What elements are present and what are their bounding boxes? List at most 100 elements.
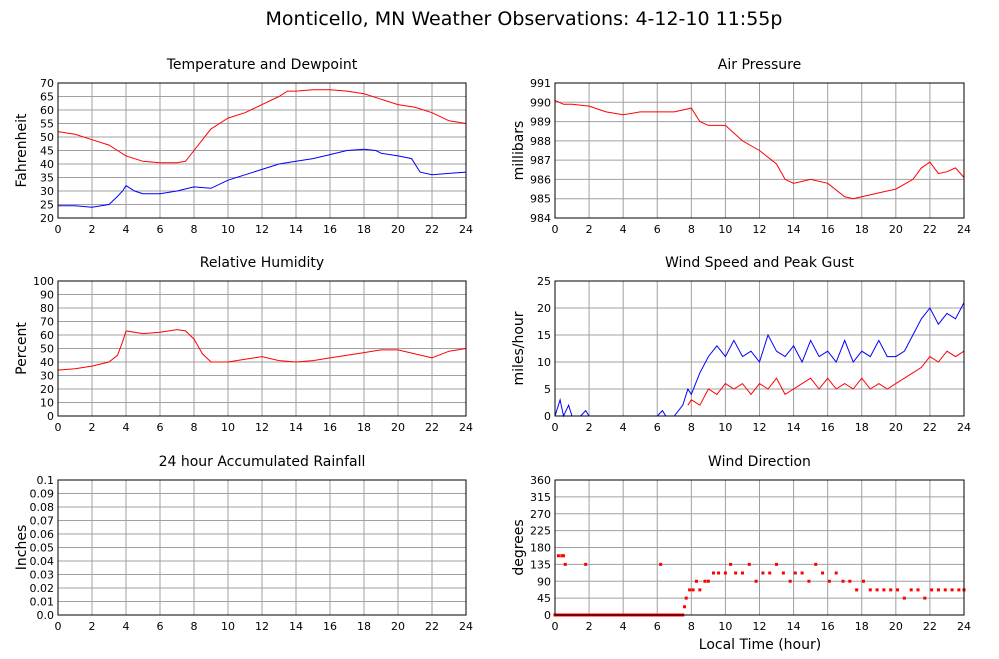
data-point (821, 571, 825, 575)
x-tick-label: 22 (425, 421, 439, 434)
x-tick-label: 20 (391, 620, 405, 633)
x-tick-label: 8 (191, 421, 198, 434)
x-tick-label: 20 (391, 421, 405, 434)
x-tick-label: 10 (718, 421, 732, 434)
y-tick-label: 90 (537, 575, 551, 588)
panel-title: Relative Humidity (200, 255, 324, 271)
panel-title: Air Pressure (718, 57, 801, 73)
data-point (768, 571, 772, 575)
panel-title: Wind Speed and Peak Gust (665, 255, 854, 271)
data-point (560, 554, 564, 558)
data-point (814, 562, 818, 566)
y-tick-label: 65 (40, 91, 54, 104)
plot-border (554, 82, 965, 219)
x-tick-label: 20 (889, 223, 903, 236)
data-point (761, 571, 765, 575)
y-tick-label: 50 (40, 131, 54, 144)
x-tick-label: 14 (289, 620, 303, 633)
data-point (861, 579, 865, 583)
x-tick-label: 22 (425, 620, 439, 633)
x-tick-label: 18 (855, 620, 869, 633)
y-tick-label: 90 (40, 289, 54, 302)
x-tick-label: 6 (157, 223, 164, 236)
y-tick-label: 60 (40, 329, 54, 342)
x-tick-label: 0 (55, 620, 62, 633)
y-tick-label: 0.03 (30, 569, 55, 582)
page-title: Monticello, MN Weather Observations: 4-1… (266, 8, 783, 30)
chart-panel-2: 0 2 4 6 8 10 12 14 16 18 20 22 240102030405060708090… (14, 255, 473, 434)
data-point (848, 579, 852, 583)
data-point (943, 588, 947, 592)
y-tick-label: 45 (40, 145, 54, 158)
plot-border (57, 82, 467, 219)
x-tick-label: 8 (688, 421, 695, 434)
data-point (717, 571, 721, 575)
y-tick-label: 0.07 (30, 515, 55, 528)
y-tick-label: 0.0 (37, 609, 55, 622)
x-tick-label: 18 (855, 223, 869, 236)
data-point (691, 588, 695, 592)
data-point (740, 571, 744, 575)
data-point (684, 596, 688, 600)
x-tick-label: 12 (753, 223, 767, 236)
data-point (807, 579, 811, 583)
series-line-1 (58, 148, 467, 208)
y-tick-label: 270 (530, 508, 551, 521)
y-tick-label: 0.02 (30, 582, 55, 595)
y-tick-label: 10 (40, 397, 54, 410)
y-tick-label: 30 (40, 370, 54, 383)
data-point (584, 562, 588, 566)
x-tick-label: 22 (425, 223, 439, 236)
data-point (775, 562, 779, 566)
data-point (659, 562, 663, 566)
series-line-0 (554, 99, 965, 200)
y-tick-label: 60 (40, 104, 54, 117)
x-axis-title: Local Time (hour) (699, 637, 821, 653)
x-tick-label: 18 (855, 421, 869, 434)
x-tick-label: 16 (821, 620, 835, 633)
chart-panel-4: 0 2 4 6 8 10 12 14 16 18 20 22 240.00.010.020.030.04… (14, 454, 473, 633)
x-tick-label: 16 (323, 421, 337, 434)
x-tick-label: 20 (889, 421, 903, 434)
data-point (882, 588, 886, 592)
data-point (729, 562, 733, 566)
data-point (950, 588, 954, 592)
x-tick-label: 8 (688, 223, 695, 236)
y-tick-label: 0.05 (30, 542, 55, 555)
x-tick-label: 18 (357, 421, 371, 434)
y-tick-label: 987 (530, 154, 551, 167)
y-axis-label: millibars (511, 121, 527, 181)
panel-title: Wind Direction (708, 454, 811, 470)
data-point (793, 571, 797, 575)
y-tick-label: 55 (40, 118, 54, 131)
x-tick-label: 4 (123, 223, 130, 236)
y-tick-label: 985 (530, 193, 551, 206)
data-point (747, 562, 751, 566)
x-tick-label: 0 (55, 421, 62, 434)
x-tick-label: 22 (923, 421, 937, 434)
y-tick-label: 990 (530, 96, 551, 109)
y-tick-label: 0.09 (30, 488, 55, 501)
x-tick-label: 16 (323, 223, 337, 236)
chart-panel-1: 0 2 4 6 8 10 12 14 16 18 20 22 249849859869879889899… (511, 57, 971, 236)
x-tick-label: 22 (923, 620, 937, 633)
x-tick-label: 8 (688, 620, 695, 633)
x-tick-label: 4 (620, 421, 627, 434)
data-point (916, 588, 920, 592)
y-tick-label: 20 (537, 302, 551, 315)
x-tick-label: 16 (821, 223, 835, 236)
data-point (896, 588, 900, 592)
y-tick-label: 40 (40, 158, 54, 171)
data-point (754, 579, 758, 583)
x-tick-label: 6 (157, 620, 164, 633)
x-tick-label: 20 (889, 620, 903, 633)
data-point (930, 588, 934, 592)
x-tick-label: 4 (620, 223, 627, 236)
y-tick-label: 315 (530, 491, 551, 504)
panel-title: Temperature and Dewpoint (166, 57, 358, 73)
x-tick-label: 12 (753, 620, 767, 633)
data-point (855, 588, 859, 592)
data-point (688, 588, 692, 592)
x-tick-label: 2 (586, 421, 593, 434)
